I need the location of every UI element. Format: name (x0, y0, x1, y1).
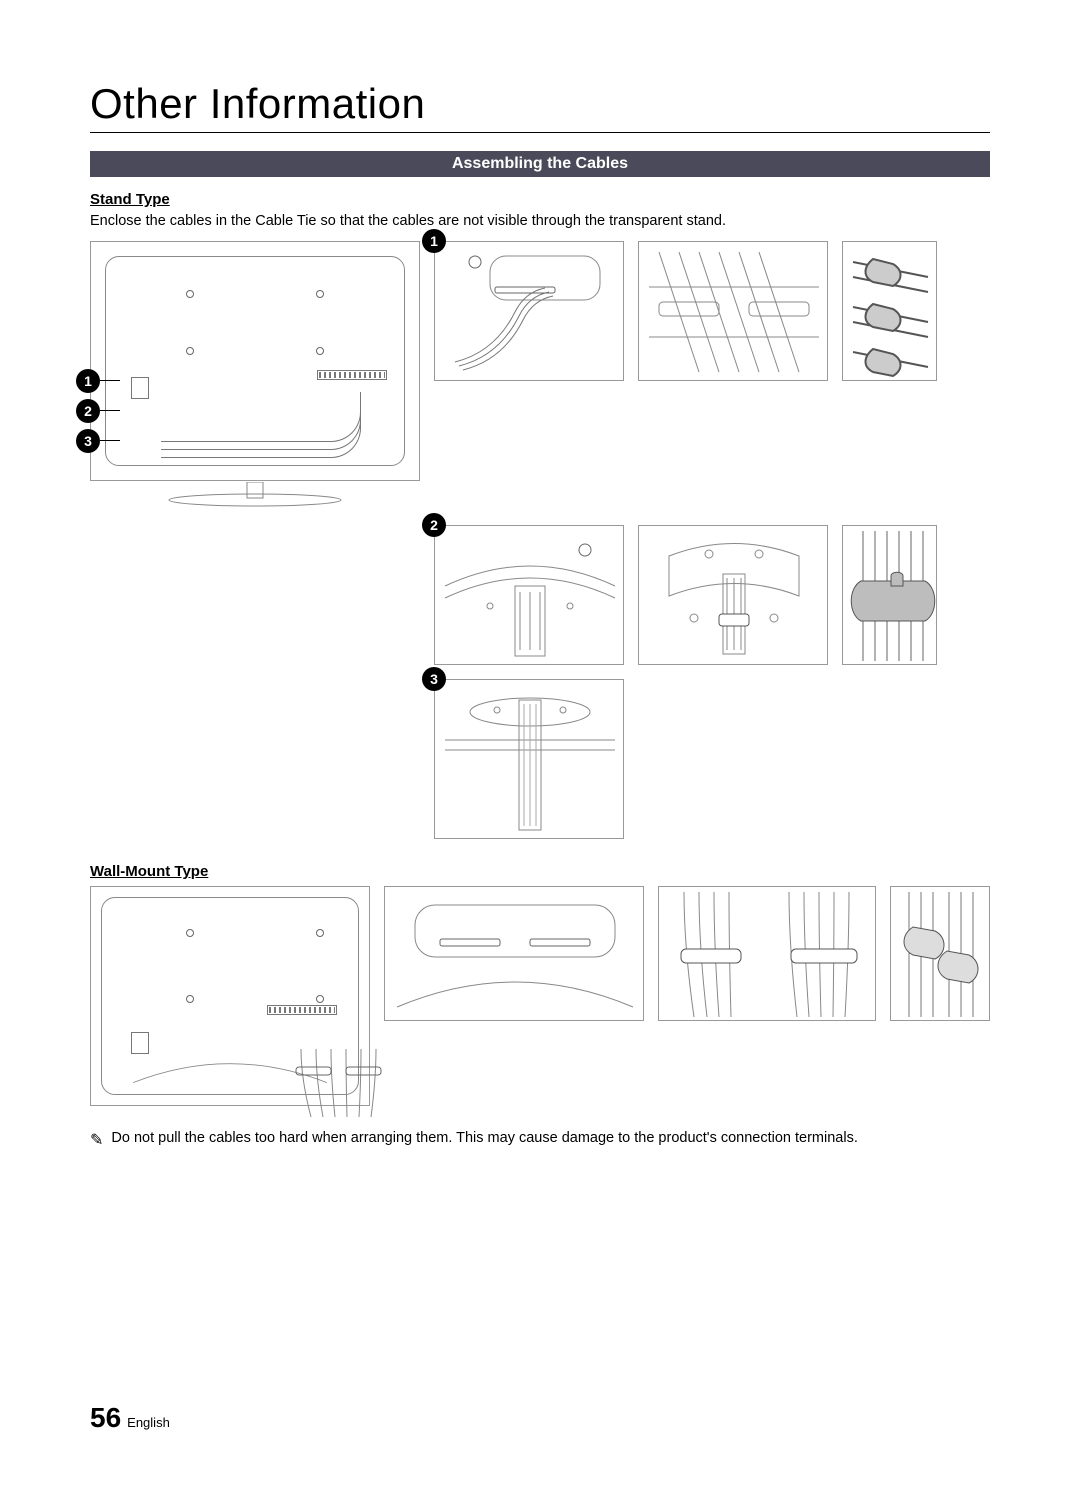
screw-icon (186, 995, 194, 1003)
screw-icon (316, 929, 324, 937)
diagram-row-2: 2 (434, 525, 990, 665)
step1-svg (435, 242, 625, 382)
step3-svg (435, 680, 625, 840)
wallmount-section: Wall-Mount Type (90, 863, 990, 1150)
footer-language: English (127, 1415, 170, 1430)
wm-ties-svg (659, 887, 877, 1022)
callout-line (100, 380, 120, 381)
diagram-stand-neck (638, 525, 828, 665)
stand-type-diagrams: 1 2 3 1 (90, 241, 990, 839)
diagram-tie-closeup (638, 241, 828, 381)
screw-icon (316, 347, 324, 355)
port-icon (131, 377, 149, 399)
screw-icon (316, 290, 324, 298)
connector-strip (317, 370, 387, 380)
wm-clip-svg (891, 887, 991, 1022)
tie-closeup-svg (639, 242, 829, 382)
diagram-step2 (434, 525, 624, 665)
step-badge-3: 3 (76, 429, 100, 453)
caution-note: ✎ Do not pull the cables too hard when a… (90, 1130, 990, 1150)
step2-svg (435, 526, 625, 666)
diagram-step3 (434, 679, 624, 839)
stand-type-instruction: Enclose the cables in the Cable Tie so t… (90, 212, 990, 231)
clip-svg (843, 242, 938, 382)
note-text: Do not pull the cables too hard when arr… (111, 1130, 857, 1146)
step-badge-2: 2 (422, 513, 446, 537)
callout-line (100, 440, 120, 441)
diagram-grey-tie (842, 525, 937, 665)
step-badge-2: 2 (76, 399, 100, 423)
stand-neck-svg (639, 526, 829, 666)
diagram-wm-clip (890, 886, 990, 1021)
diagram-wm-back (90, 886, 370, 1106)
section-heading-bar: Assembling the Cables (90, 151, 990, 177)
step-badge-1: 1 (76, 369, 100, 393)
diagram-tv-back (90, 241, 420, 481)
page-footer: 56 English (90, 1402, 170, 1434)
stand-base-icon (165, 482, 345, 508)
screw-icon (186, 347, 194, 355)
diagram-clip-detail (842, 241, 937, 381)
step-badge-3: 3 (422, 667, 446, 691)
step-badge-1: 1 (422, 229, 446, 253)
step-3-panel: 3 (434, 679, 624, 839)
diagram-row-3: 3 (434, 679, 990, 839)
cable-sweep (161, 408, 361, 458)
grey-tie-svg (843, 526, 938, 666)
connector-strip (267, 1005, 337, 1015)
stand-type-heading: Stand Type (90, 191, 990, 208)
page-number: 56 (90, 1402, 121, 1434)
screw-icon (316, 995, 324, 1003)
diagram-step1 (434, 241, 624, 381)
wallmount-row (90, 886, 990, 1106)
diagram-wm-ties (658, 886, 876, 1021)
wm-panel-svg (385, 887, 645, 1022)
diagram-row-1: 1 2 3 1 (90, 241, 990, 511)
note-icon: ✎ (90, 1130, 103, 1150)
page-title: Other Information (90, 80, 990, 133)
callout-line (100, 410, 120, 411)
step-2-panel: 2 (434, 525, 624, 665)
manual-page: Other Information Assembling the Cables … (0, 0, 1080, 1494)
step-1-panel: 1 (434, 241, 624, 381)
stand-type-section: Stand Type Enclose the cables in the Cab… (90, 191, 990, 839)
screw-icon (186, 929, 194, 937)
diagram-wm-panel (384, 886, 644, 1021)
tv-back-overview: 1 2 3 (90, 241, 420, 511)
wallmount-diagrams (90, 886, 990, 1106)
screw-icon (186, 290, 194, 298)
hanging-cables (291, 1049, 401, 1119)
wallmount-heading: Wall-Mount Type (90, 863, 990, 880)
